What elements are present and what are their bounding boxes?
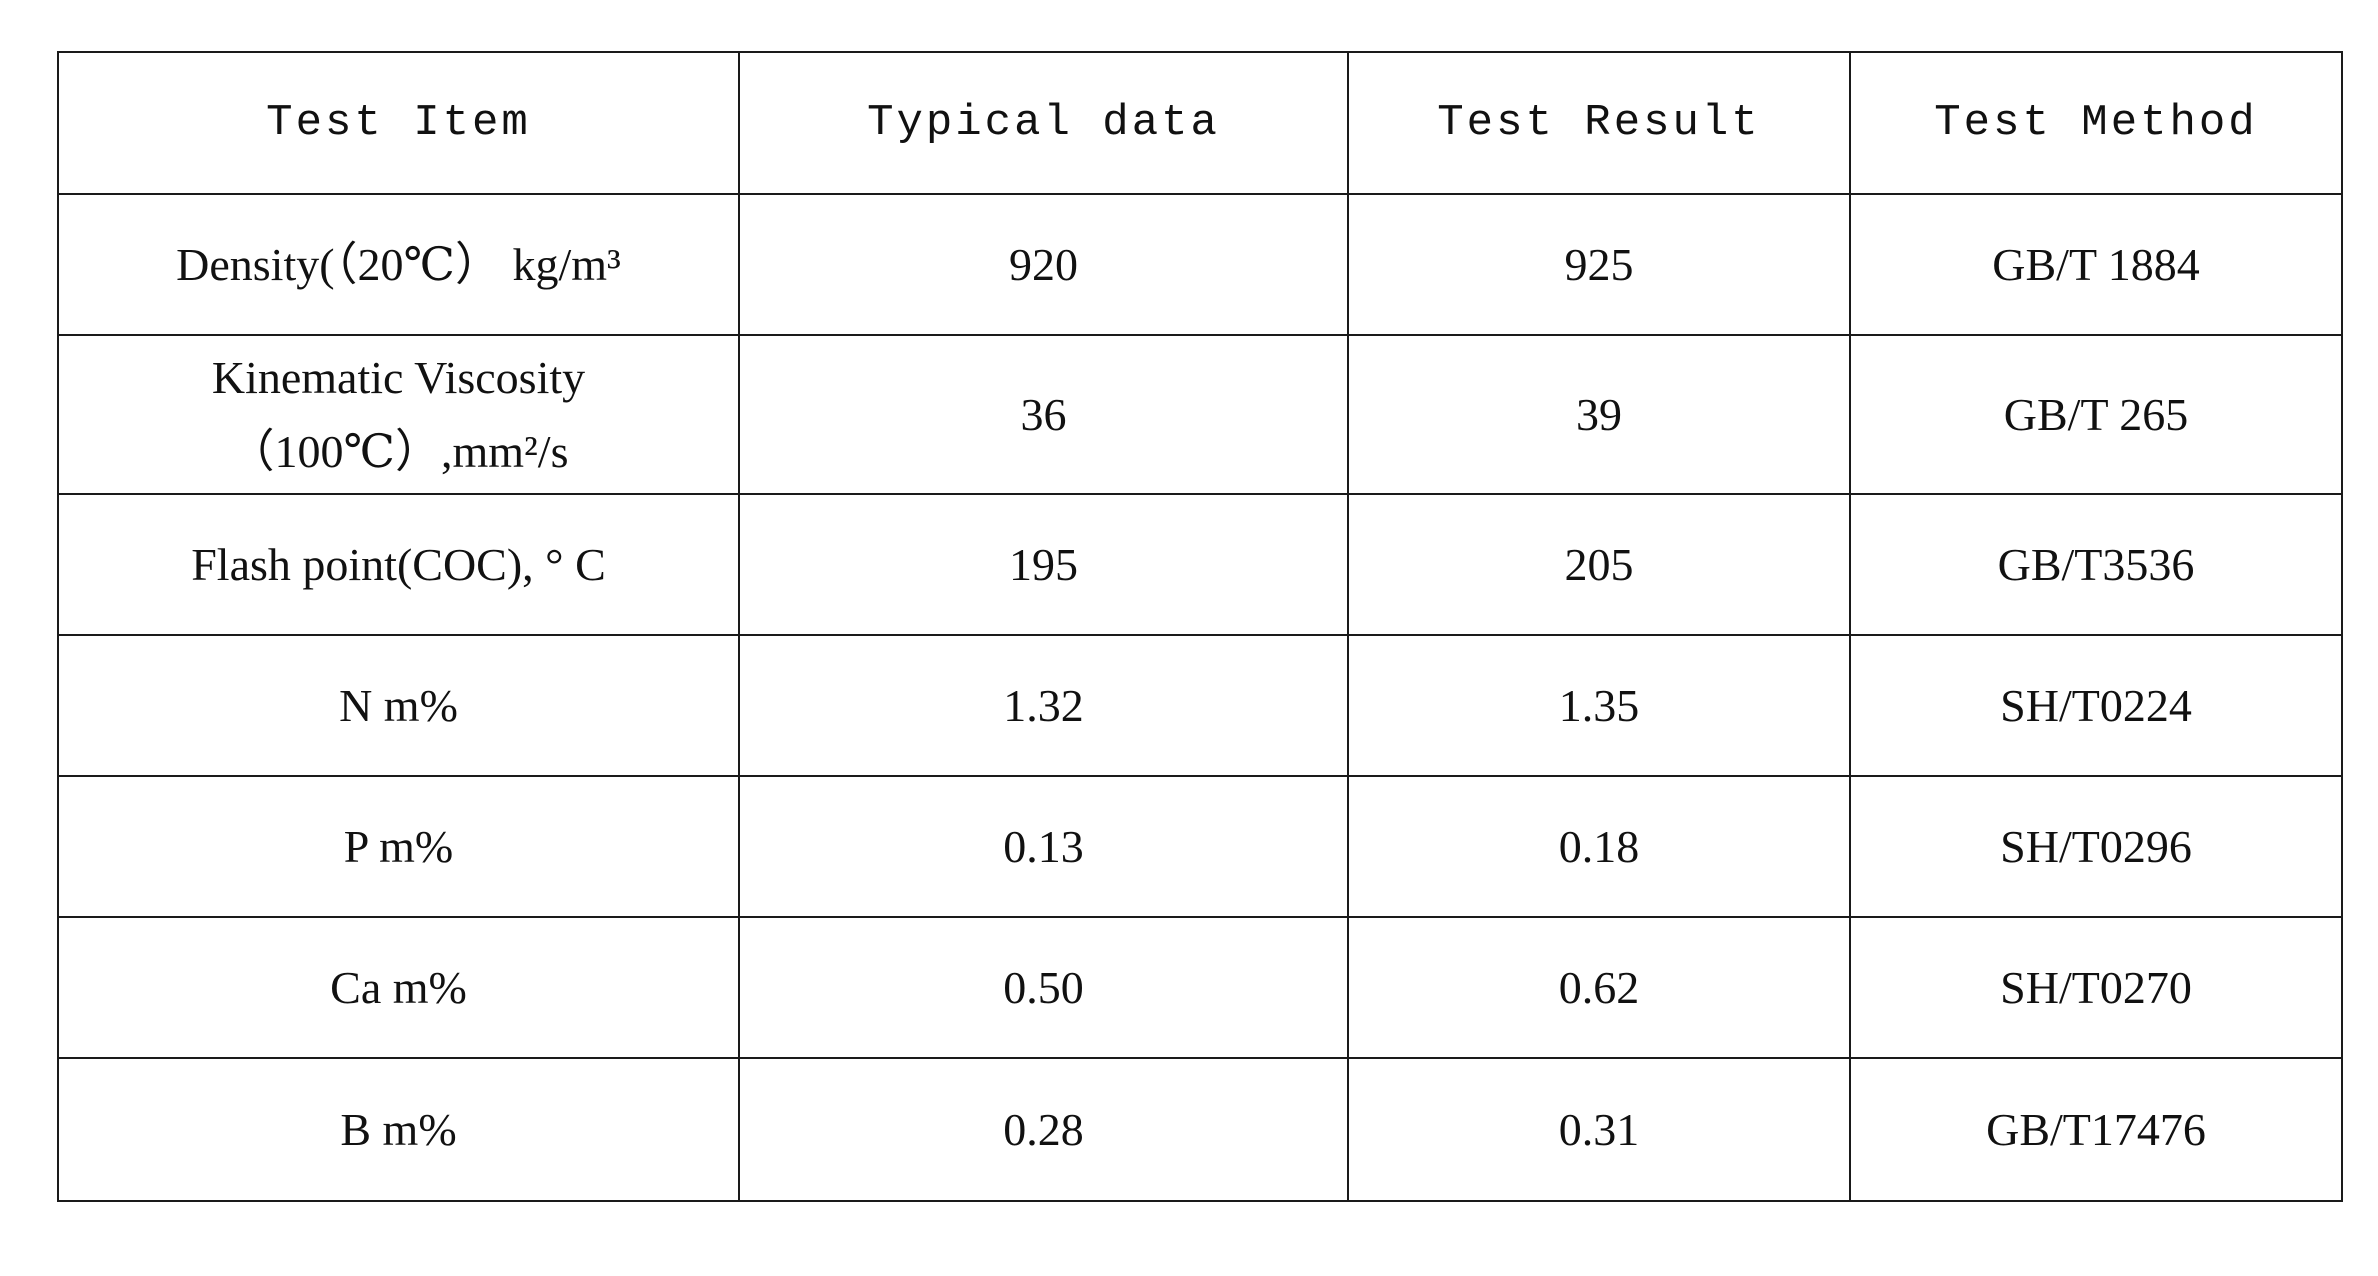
table-cell: SH/T0270 <box>1849 916 2343 1059</box>
header-cell: Test Item <box>57 51 740 195</box>
table-row: P m% 0.13 0.18 SH/T0296 <box>57 775 2343 918</box>
table-cell: 1.32 <box>738 634 1349 777</box>
table-body: Density(（20℃） kg/m³ 920 925 GB/T 1884 Kinema… <box>57 193 2343 1202</box>
header-cell: Test Method <box>1849 51 2343 195</box>
table-row: Kinematic Viscosity （100℃）,mm²/s 36 39 GB/T… <box>57 334 2343 495</box>
table-cell: Ca m% <box>57 916 740 1059</box>
table-cell: GB/T17476 <box>1849 1057 2343 1202</box>
header-row: Test Item Typical data Test Result Test Met… <box>57 51 2343 195</box>
table-cell: 36 <box>738 334 1349 495</box>
table-row: Flash point(COC), ° C 195 205 GB/T3536 <box>57 493 2343 636</box>
table-cell: 920 <box>738 193 1349 336</box>
table-cell: GB/T3536 <box>1849 493 2343 636</box>
table-cell: 925 <box>1347 193 1851 336</box>
data-table: Test Item Typical data Test Result Test Met… <box>57 51 2343 1202</box>
table-row: N m% 1.32 1.35 SH/T0224 <box>57 634 2343 777</box>
table-cell: Flash point(COC), ° C <box>57 493 740 636</box>
table-cell: 0.31 <box>1347 1057 1851 1202</box>
table-cell: GB/T 1884 <box>1849 193 2343 336</box>
table-cell: 0.18 <box>1347 775 1851 918</box>
table-row: Density(（20℃） kg/m³ 920 925 GB/T 1884 <box>57 193 2343 336</box>
header-cell: Test Result <box>1347 51 1851 195</box>
table-cell: B m% <box>57 1057 740 1202</box>
table-cell: P m% <box>57 775 740 918</box>
table-cell: Density(（20℃） kg/m³ <box>57 193 740 336</box>
table-row: B m% 0.28 0.31 GB/T17476 <box>57 1057 2343 1202</box>
table-cell: 1.35 <box>1347 634 1851 777</box>
table-row: Ca m% 0.50 0.62 SH/T0270 <box>57 916 2343 1059</box>
table-cell: SH/T0296 <box>1849 775 2343 918</box>
table-cell: N m% <box>57 634 740 777</box>
table-cell: 39 <box>1347 334 1851 495</box>
table-cell: 0.13 <box>738 775 1349 918</box>
table-cell: 195 <box>738 493 1349 636</box>
table-cell: 205 <box>1347 493 1851 636</box>
header-cell: Typical data <box>738 51 1349 195</box>
table-cell: Kinematic Viscosity （100℃）,mm²/s <box>57 334 740 495</box>
table-cell: SH/T0224 <box>1849 634 2343 777</box>
table-cell: GB/T 265 <box>1849 334 2343 495</box>
table-cell: 0.28 <box>738 1057 1349 1202</box>
table-cell: 0.50 <box>738 916 1349 1059</box>
table-cell: 0.62 <box>1347 916 1851 1059</box>
